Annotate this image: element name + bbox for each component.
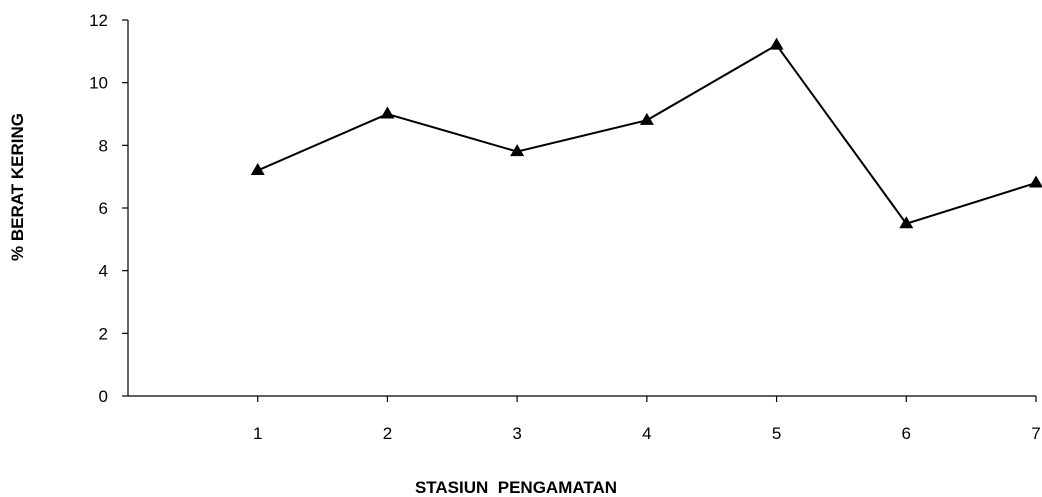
y-tick-label: 8	[99, 136, 108, 155]
x-axis-title: STASIUN PENGAMATAN	[415, 478, 617, 497]
x-tick-label: 6	[902, 424, 911, 443]
axes	[127, 20, 1036, 397]
y-tick-label: 2	[99, 324, 108, 343]
x-tick-label: 4	[642, 424, 651, 443]
x-tick-label: 7	[1031, 424, 1040, 443]
x-ticks: 1 2 3 4 5 6 7	[253, 396, 1041, 443]
x-tick-label: 3	[512, 424, 521, 443]
data-point-marker	[639, 112, 654, 125]
x-tick-label: 1	[253, 424, 262, 443]
y-ticks: 0 2 4 6 8 10 12	[89, 11, 128, 406]
y-tick-label: 0	[99, 387, 108, 406]
y-tick-label: 12	[89, 11, 108, 30]
data-point-marker	[250, 162, 265, 175]
series	[250, 37, 1042, 229]
data-point-marker	[899, 216, 914, 229]
x-tick-label: 5	[772, 424, 781, 443]
y-tick-label: 10	[89, 74, 108, 93]
y-axis-title: % BERAT KERING	[8, 113, 27, 261]
series-line	[257, 43, 1037, 225]
x-tick-label: 2	[383, 424, 392, 443]
data-point-marker	[1029, 175, 1042, 188]
data-point-marker	[769, 37, 784, 50]
y-tick-label: 4	[99, 262, 108, 281]
data-point-marker	[510, 144, 525, 157]
data-point-marker	[380, 106, 395, 119]
y-tick-label: 6	[99, 199, 108, 218]
